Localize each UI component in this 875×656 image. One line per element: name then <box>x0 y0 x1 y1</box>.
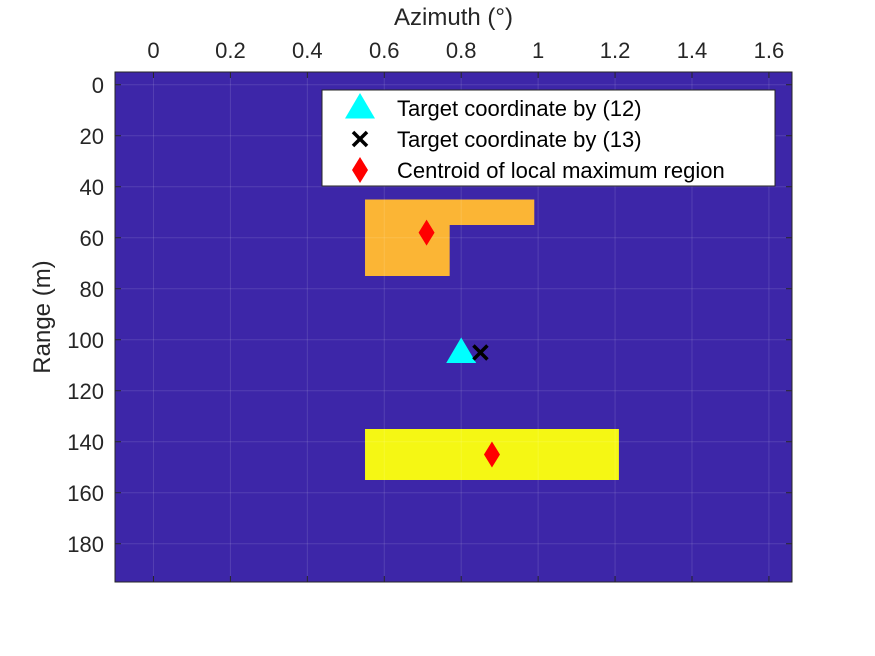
y-tick-label: 80 <box>80 277 104 302</box>
y-tick-label: 0 <box>92 73 104 98</box>
x-tick-label: 1.2 <box>600 38 631 63</box>
heatmap-region-2 <box>365 225 450 276</box>
legend-marker-3 <box>352 157 368 183</box>
x-tick-label: 1 <box>532 38 544 63</box>
legend-label-1: Target coordinate by (12) <box>397 96 642 121</box>
legend-item-1: Target coordinate by (12) <box>345 93 642 121</box>
x-tick-label: 0 <box>147 38 159 63</box>
legend-box <box>321 89 776 187</box>
x-tick-label: 1.6 <box>754 38 785 63</box>
series-2-point-1-stroke <box>472 344 489 361</box>
legend-marker-2 <box>351 130 369 148</box>
legend: Target coordinate by (12) Target coordina… <box>321 89 776 187</box>
x-tick-label: 1.4 <box>677 38 708 63</box>
y-tick-label: 40 <box>80 175 104 200</box>
y-tick-label: 160 <box>67 481 104 506</box>
y-tick-label: 180 <box>67 532 104 557</box>
x-tick-label: 0.2 <box>215 38 246 63</box>
legend-item-2: Target coordinate by (13) <box>351 127 642 152</box>
y-tick-label: 140 <box>67 430 104 455</box>
legend-item-3: Centroid of local maximum region <box>352 157 725 183</box>
y-axis-label: Range (m) <box>29 260 56 373</box>
heatmap-region-1 <box>365 199 535 225</box>
axes-box <box>114 71 793 583</box>
series-3-point-1 <box>418 219 435 246</box>
x-tick-label: 0.8 <box>446 38 477 63</box>
series-1-point-1 <box>446 337 477 363</box>
x-tick-label: 0.4 <box>292 38 323 63</box>
y-tick-label: 100 <box>67 328 104 353</box>
legend-label-2: Target coordinate by (13) <box>397 127 642 152</box>
x-tick-label: 0.6 <box>369 38 400 63</box>
axis-ticks: 0 0.2 0.4 0.6 0.8 1 1.2 1.4 1.6 0 20 40 60 80 100 120 14… <box>67 38 792 582</box>
legend-label-3: Centroid of local maximum region <box>397 158 725 183</box>
series-2-point-1 <box>472 344 489 361</box>
x-axis-label: Azimuth (°) <box>394 4 513 31</box>
y-tick-label: 120 <box>67 379 104 404</box>
series-3-point-2 <box>483 441 500 468</box>
legend-marker-2-stroke <box>351 130 369 148</box>
y-tick-label: 60 <box>80 226 104 251</box>
legend-marker-1 <box>345 93 375 119</box>
y-tick-label: 20 <box>80 124 104 149</box>
